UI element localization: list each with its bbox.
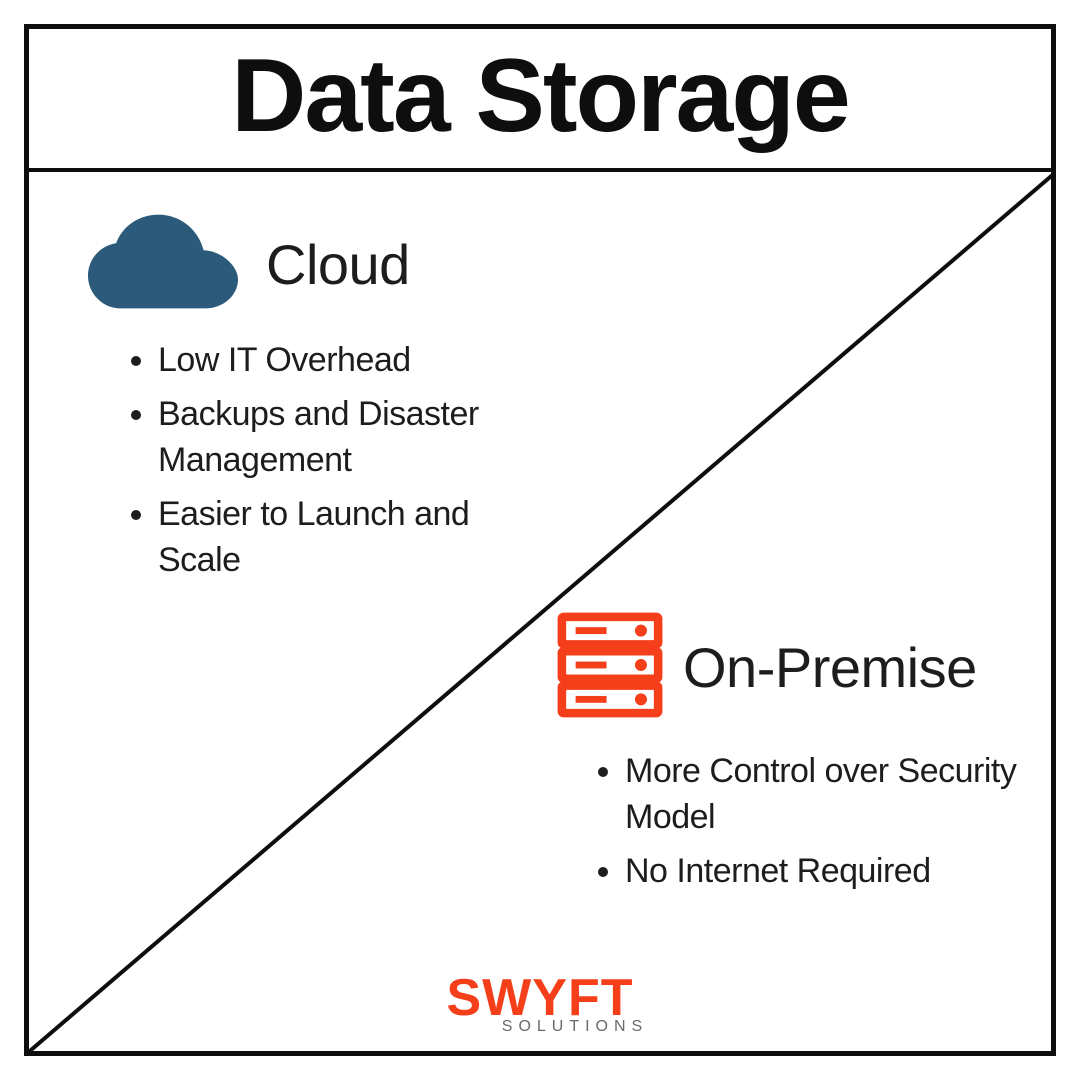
list-item: Backups and Disaster Management — [158, 392, 558, 484]
list-item: Easier to Launch and Scale — [158, 492, 558, 584]
onprem-label: On-Premise — [683, 635, 977, 700]
cloud-section: Cloud Low IT Overhead Backups and Disast… — [88, 214, 588, 591]
infographic-canvas: Data Storage Cloud Low IT Overhead Backu… — [0, 0, 1080, 1080]
server-icon — [555, 610, 665, 725]
cloud-label: Cloud — [266, 232, 410, 297]
page-title: Data Storage — [231, 37, 849, 156]
list-item: No Internet Required — [625, 849, 1025, 895]
brand-logo: SWYFT SOLUTIONS — [432, 972, 648, 1036]
onprem-section: On-Premise More Control over Security Mo… — [555, 610, 1035, 903]
cloud-bullets: Low IT Overhead Backups and Disaster Man… — [88, 338, 588, 583]
list-item: Low IT Overhead — [158, 338, 558, 384]
cloud-icon — [88, 214, 238, 314]
title-bar: Data Storage — [24, 24, 1056, 172]
logo-wordmark: SWYFT — [432, 972, 648, 1024]
cloud-header: Cloud — [88, 214, 588, 314]
list-item: More Control over Security Model — [625, 749, 1025, 841]
logo-subtext: SOLUTIONS — [502, 1018, 648, 1036]
onprem-header: On-Premise — [555, 610, 1035, 725]
onprem-bullets: More Control over Security Model No Inte… — [555, 749, 1035, 895]
